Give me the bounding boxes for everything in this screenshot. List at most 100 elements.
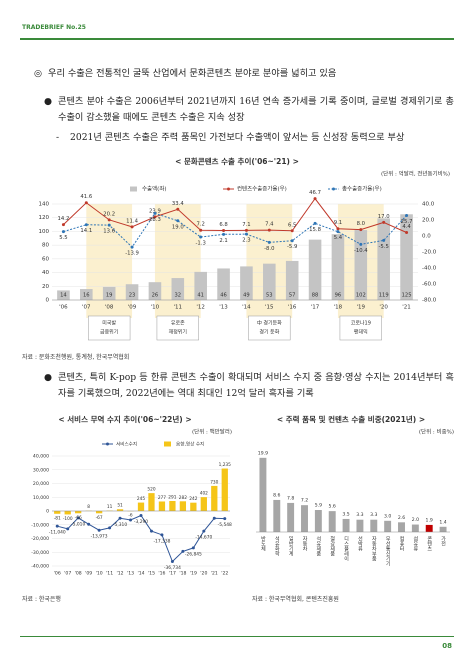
marker <box>382 220 386 224</box>
marker: ● <box>44 96 53 107</box>
marker <box>170 560 174 564</box>
data-label: 7.8 <box>287 495 294 501</box>
data-label: 125 <box>402 293 412 299</box>
bar <box>240 266 253 300</box>
chart-title: < 주력 품목 및 컨텐츠 수출 비중(2021년) > <box>277 414 425 424</box>
marker <box>199 235 203 239</box>
marker <box>181 549 185 553</box>
bar <box>331 234 345 300</box>
data-label: -13,973 <box>91 534 108 540</box>
bar <box>194 271 207 300</box>
y-tick-label: -40,000 <box>31 564 49 570</box>
data-label: 7.4 <box>265 222 274 228</box>
marker <box>129 518 133 522</box>
data-label: 2.0 <box>412 517 419 523</box>
data-label: -3,290 <box>134 519 148 525</box>
marker <box>244 228 248 232</box>
marker <box>267 240 271 244</box>
data-label: -5,548 <box>218 522 232 528</box>
bar <box>308 239 322 300</box>
bar <box>287 502 295 532</box>
bar <box>273 499 281 532</box>
bar <box>314 510 322 532</box>
bar <box>301 505 308 532</box>
data-label: 11.4 <box>126 218 138 224</box>
marker <box>222 232 226 236</box>
data-label: -8.0 <box>264 246 275 252</box>
paragraph: ● 콘텐츠, 특히 K-pop 등 한류 콘텐츠 수출이 확대되며 서비스 수지 … <box>44 370 454 402</box>
data-label: -10.4 <box>354 248 368 254</box>
y-tick-label: 10,000 <box>33 495 49 501</box>
y-tick-label: 120 <box>39 215 50 221</box>
data-label: 16 <box>83 293 90 299</box>
data-label: 2.1 <box>219 238 227 244</box>
x-tick-label: 석유제품 <box>315 535 321 556</box>
y-tick-label: 140 <box>39 202 50 208</box>
data-label: 88 <box>312 293 319 299</box>
x-tick-label: '21 <box>402 305 411 311</box>
data-label: 1.9 <box>426 517 433 523</box>
data-label: -67 <box>96 515 103 521</box>
data-label: 14 <box>60 293 67 299</box>
event-label: 미국발 <box>102 320 116 327</box>
event-box <box>88 315 131 341</box>
data-label: 8.6 <box>273 492 280 498</box>
x-tick-label: '11 <box>174 305 183 311</box>
data-label: -14,670 <box>195 535 212 541</box>
source: 자료 : 한국무역협회, 콘텐츠진흥원 <box>252 596 339 603</box>
data-label: 520 <box>147 487 155 493</box>
marker <box>336 230 340 234</box>
line <box>63 212 407 248</box>
data-label: 41.6 <box>80 194 92 200</box>
marker <box>108 526 112 530</box>
x-tick-label: '12 <box>196 305 205 311</box>
chart: < 서비스 무역 수지 추이('06~'22년) >(단위 : 백만달러) 40,… <box>31 414 232 577</box>
x-tick-label: '08 <box>105 305 114 311</box>
data-label: 14.2 <box>58 216 70 222</box>
x-tick-label: '08 <box>75 571 82 577</box>
x-tick-label: 자동차부품 <box>371 535 377 561</box>
x-tick-label: '21 <box>211 571 218 577</box>
data-label: -1.3 <box>196 241 206 247</box>
data-label: 3.3 <box>370 512 377 518</box>
marker <box>359 228 363 232</box>
x-tick-label: '17 <box>169 571 176 577</box>
data-label: -100 <box>63 516 73 522</box>
event-label: 팬데믹 <box>354 329 368 336</box>
chart: < 문화콘텐츠 수출 추이('06~'21) > (단위 : 억달러, 전년동기비… <box>39 156 450 341</box>
bar <box>370 519 378 532</box>
bar <box>190 502 197 511</box>
data-label: -5.9 <box>287 244 297 250</box>
marker <box>66 527 70 531</box>
x-tick-label: '18 <box>334 305 343 311</box>
bar <box>64 511 71 515</box>
data-label: 32 <box>175 293 182 299</box>
marker <box>61 223 65 227</box>
marker <box>153 211 157 215</box>
y-tick-label: -20,000 <box>31 536 49 542</box>
chart-title: < 문화콘텐츠 수출 추이('06~'21) > <box>175 156 299 166</box>
data-label: 46.7 <box>309 190 321 196</box>
source: 자료 : 문화조천행원, 통계청, 한국무역협회 <box>22 354 130 361</box>
marker <box>107 218 111 222</box>
x-tick-label: '16 <box>158 571 165 577</box>
event-box <box>339 315 382 341</box>
event-label: 금융위기 <box>100 329 118 336</box>
data-label: 23.9 <box>149 208 161 214</box>
bar <box>411 524 419 532</box>
data-label: -5,310 <box>113 522 127 528</box>
marker <box>87 522 91 526</box>
chart: < 주력 품목 및 컨텐츠 수출 비중(2021년) > (단위 : 비중%) 19… <box>256 414 454 567</box>
data-label: 5.4 <box>334 235 343 241</box>
y2-tick-label: 40.0 <box>422 202 435 208</box>
marker: - <box>56 132 60 143</box>
marker <box>84 223 88 227</box>
marker <box>222 229 226 233</box>
data-label: 28.3 <box>149 217 161 223</box>
y2-tick-label: -20.0 <box>422 250 437 256</box>
data-label: -17,338 <box>153 538 170 544</box>
bar <box>95 511 103 514</box>
y-tick-label: 0 <box>46 509 49 515</box>
marker <box>55 524 59 528</box>
data-label: 49 <box>243 293 250 299</box>
